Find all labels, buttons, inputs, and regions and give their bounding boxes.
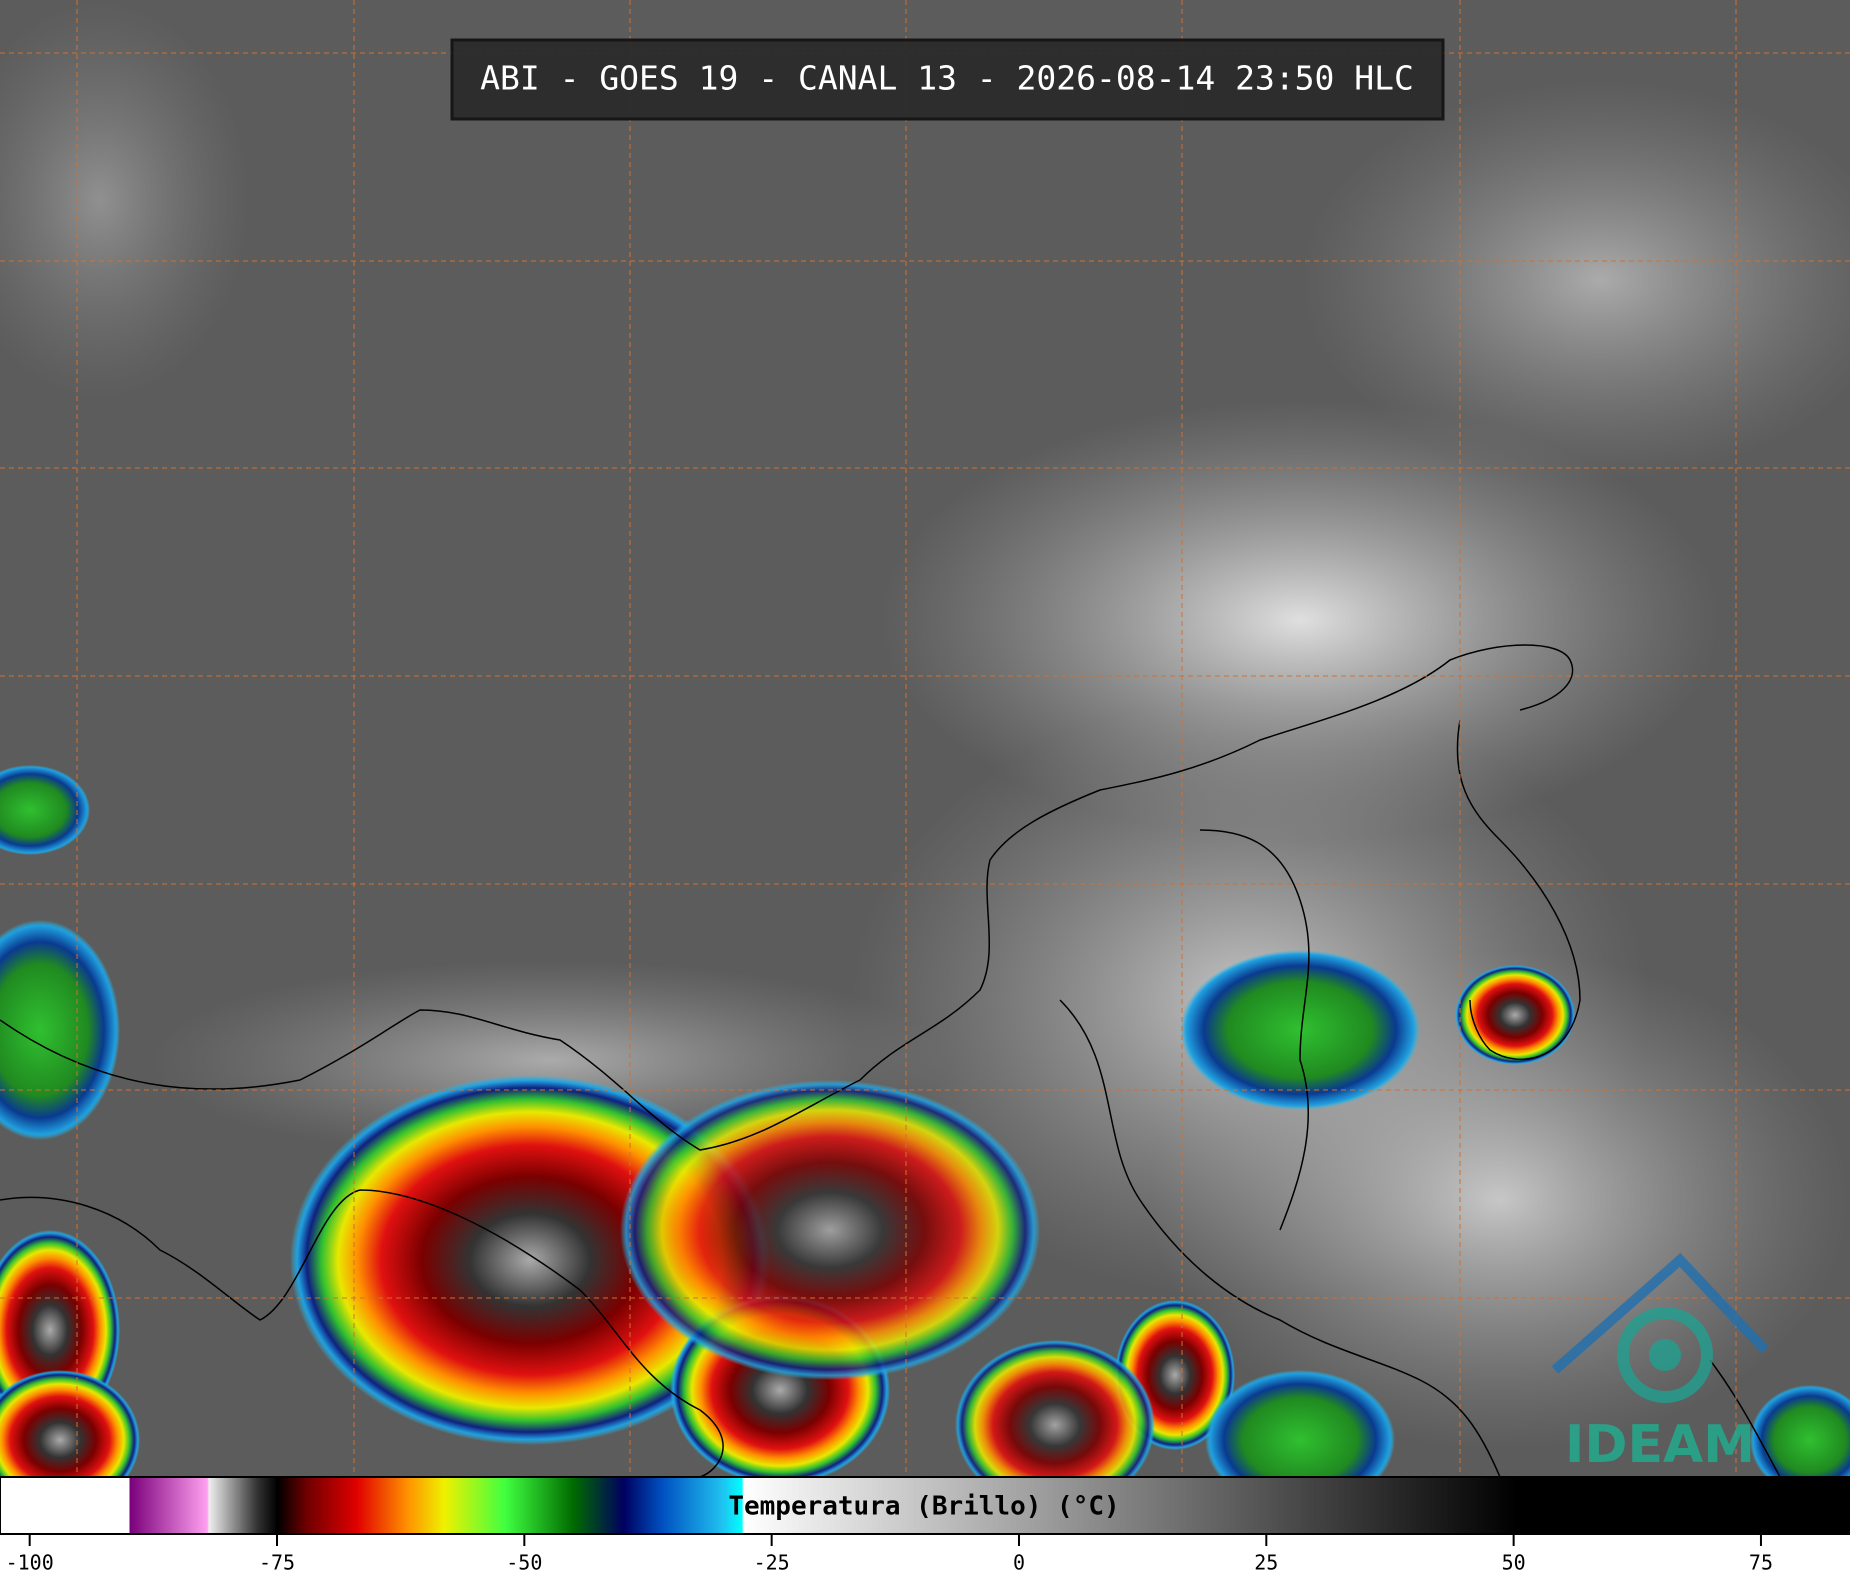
colorbar-label: Temperatura (Brillo) (°C): [728, 1492, 1119, 1522]
title: ABI - GOES 19 - CANAL 13 - 2026-08-14 23…: [480, 59, 1414, 98]
colorbar-tick-label: 25: [1254, 1551, 1278, 1575]
logo: IDEAM: [1551, 1253, 1769, 1475]
colorbar-tick-label: 50: [1502, 1551, 1526, 1575]
colorbar-scale: [0, 1476, 1850, 1535]
colorbar-tick-label: -25: [754, 1551, 790, 1575]
colorbar-tick-label: 75: [1749, 1551, 1773, 1575]
colorbar: Temperatura (Brillo) (°C): [0, 1476, 1850, 1535]
colorbar-tick-label: -100: [6, 1551, 54, 1575]
graticule: [0, 0, 1850, 1477]
satellite-image: [0, 0, 1850, 1510]
colorbar-tick-label: -50: [506, 1551, 542, 1575]
logo-text: IDEAM: [1565, 1415, 1755, 1475]
colorbar-tick-label: -75: [259, 1551, 295, 1575]
colorbar-tick-label: 0: [1013, 1551, 1025, 1575]
title-box: ABI - GOES 19 - CANAL 13 - 2026-08-14 23…: [450, 38, 1445, 121]
